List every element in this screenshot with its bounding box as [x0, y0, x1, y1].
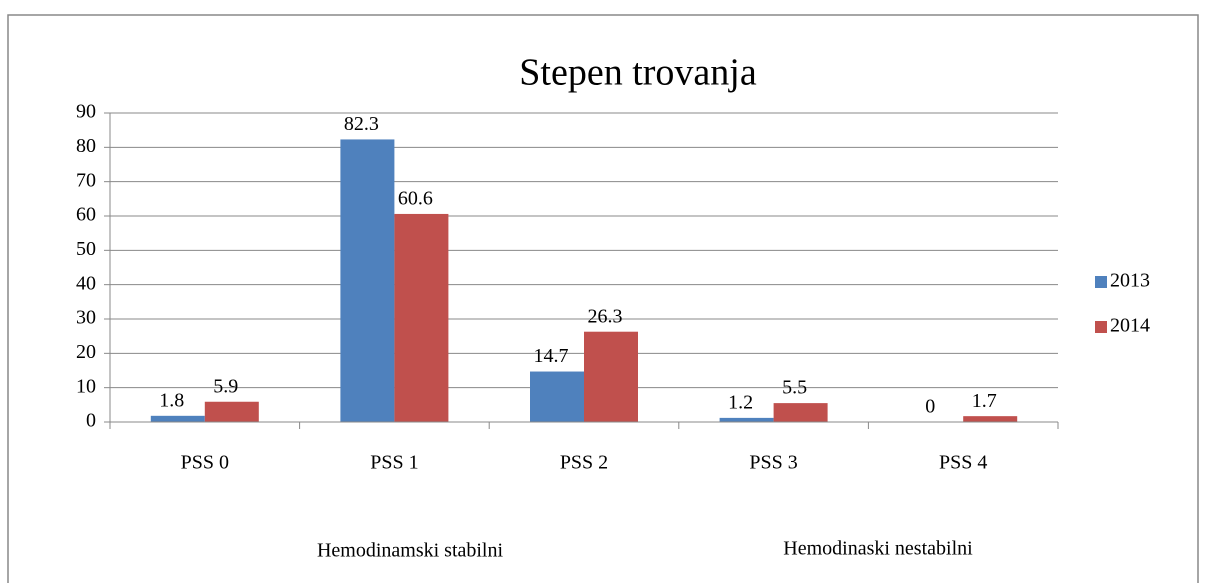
- x-tick-label: PSS 2: [560, 452, 608, 474]
- value-label: 5.9: [213, 375, 238, 397]
- y-tick-label: 20: [76, 341, 96, 363]
- bar: [530, 371, 584, 422]
- x-tick-label: PSS 0: [181, 452, 229, 474]
- value-label: 26.3: [588, 305, 623, 327]
- y-tick-label: 0: [86, 410, 96, 432]
- bar: [204, 401, 259, 422]
- y-tick-label: 80: [76, 135, 96, 157]
- bar: [719, 417, 774, 422]
- bar: [584, 331, 638, 422]
- legend-swatch: [1095, 276, 1107, 288]
- value-label: 1.7: [972, 390, 997, 412]
- value-label: 1.2: [728, 391, 753, 413]
- chart-frame: [7, 14, 1199, 583]
- value-label: 14.7: [534, 345, 569, 367]
- value-label: 0: [925, 396, 935, 418]
- group-label: Hemodinaski nestabilni: [783, 538, 973, 560]
- legend-label: 2013: [1110, 270, 1150, 292]
- y-tick-label: 90: [76, 101, 96, 123]
- legend-label: 2014: [1110, 315, 1150, 337]
- x-tick-label: PSS 4: [939, 452, 987, 474]
- y-tick-label: 60: [76, 204, 96, 226]
- bar: [340, 139, 395, 423]
- value-label: 1.8: [159, 389, 184, 411]
- y-tick-label: 10: [76, 375, 96, 397]
- group-label: Hemodinamski stabilni: [317, 540, 504, 562]
- y-tick-label: 50: [76, 238, 96, 260]
- value-label: 60.6: [398, 188, 433, 210]
- x-tick-label: PSS 1: [370, 452, 418, 474]
- value-label: 82.3: [344, 113, 379, 135]
- x-tick-label: PSS 3: [749, 452, 797, 474]
- value-label: 5.5: [782, 377, 807, 399]
- y-tick-label: 30: [76, 307, 96, 329]
- y-tick-label: 40: [76, 272, 96, 294]
- chart-title: Stepen trovanja: [519, 52, 757, 94]
- bar: [394, 213, 449, 422]
- y-tick-label: 70: [76, 169, 96, 191]
- bar: [150, 415, 205, 422]
- bar: [773, 403, 828, 422]
- bar: [963, 416, 1018, 422]
- legend-swatch: [1095, 321, 1107, 333]
